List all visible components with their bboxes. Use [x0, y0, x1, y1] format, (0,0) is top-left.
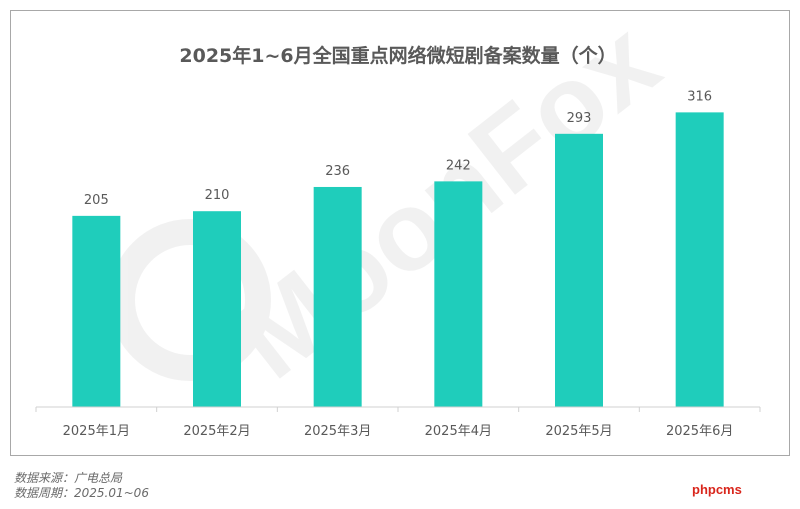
bar-value-label: 236: [325, 164, 350, 179]
x-axis-labels: 2025年1月 2025年2月 2025年3月 2025年4月 2025年5月 2025年…: [63, 424, 734, 439]
x-axis-ticks: [35, 407, 761, 412]
data-source-note: 数据来源：广电总局: [14, 471, 123, 485]
bar: [675, 112, 724, 408]
chart-title: 2025年1~6月全国重点网络微短剧备案数量（个）: [179, 44, 616, 67]
chart-frame: [10, 10, 790, 456]
watermark-logo-ring: [109, 219, 271, 381]
data-period-note: 数据周期：2025.01~06: [14, 486, 149, 500]
x-axis-label: 2025年3月: [304, 424, 371, 439]
bar: [193, 211, 241, 407]
x-axis-label: 2025年2月: [183, 424, 250, 439]
bar-value-label: 242: [446, 158, 471, 173]
x-axis-label: 2025年6月: [666, 424, 733, 439]
bar: [313, 186, 362, 407]
data-labels: 205 210 236 242 293 316: [84, 89, 712, 207]
bar: [555, 133, 603, 407]
bar-value-label: 293: [567, 111, 592, 126]
x-axis-label: 2025年4月: [425, 424, 492, 439]
bar: [72, 215, 121, 407]
bar-value-label: 205: [84, 193, 109, 208]
bars: [72, 112, 724, 408]
bar-value-label: 210: [205, 188, 230, 203]
site-watermark: phpcms: [692, 482, 742, 497]
bar-value-label: 316: [687, 89, 712, 104]
x-axis-label: 2025年5月: [545, 424, 612, 439]
bar: [434, 181, 483, 407]
x-axis-label: 2025年1月: [63, 424, 130, 439]
